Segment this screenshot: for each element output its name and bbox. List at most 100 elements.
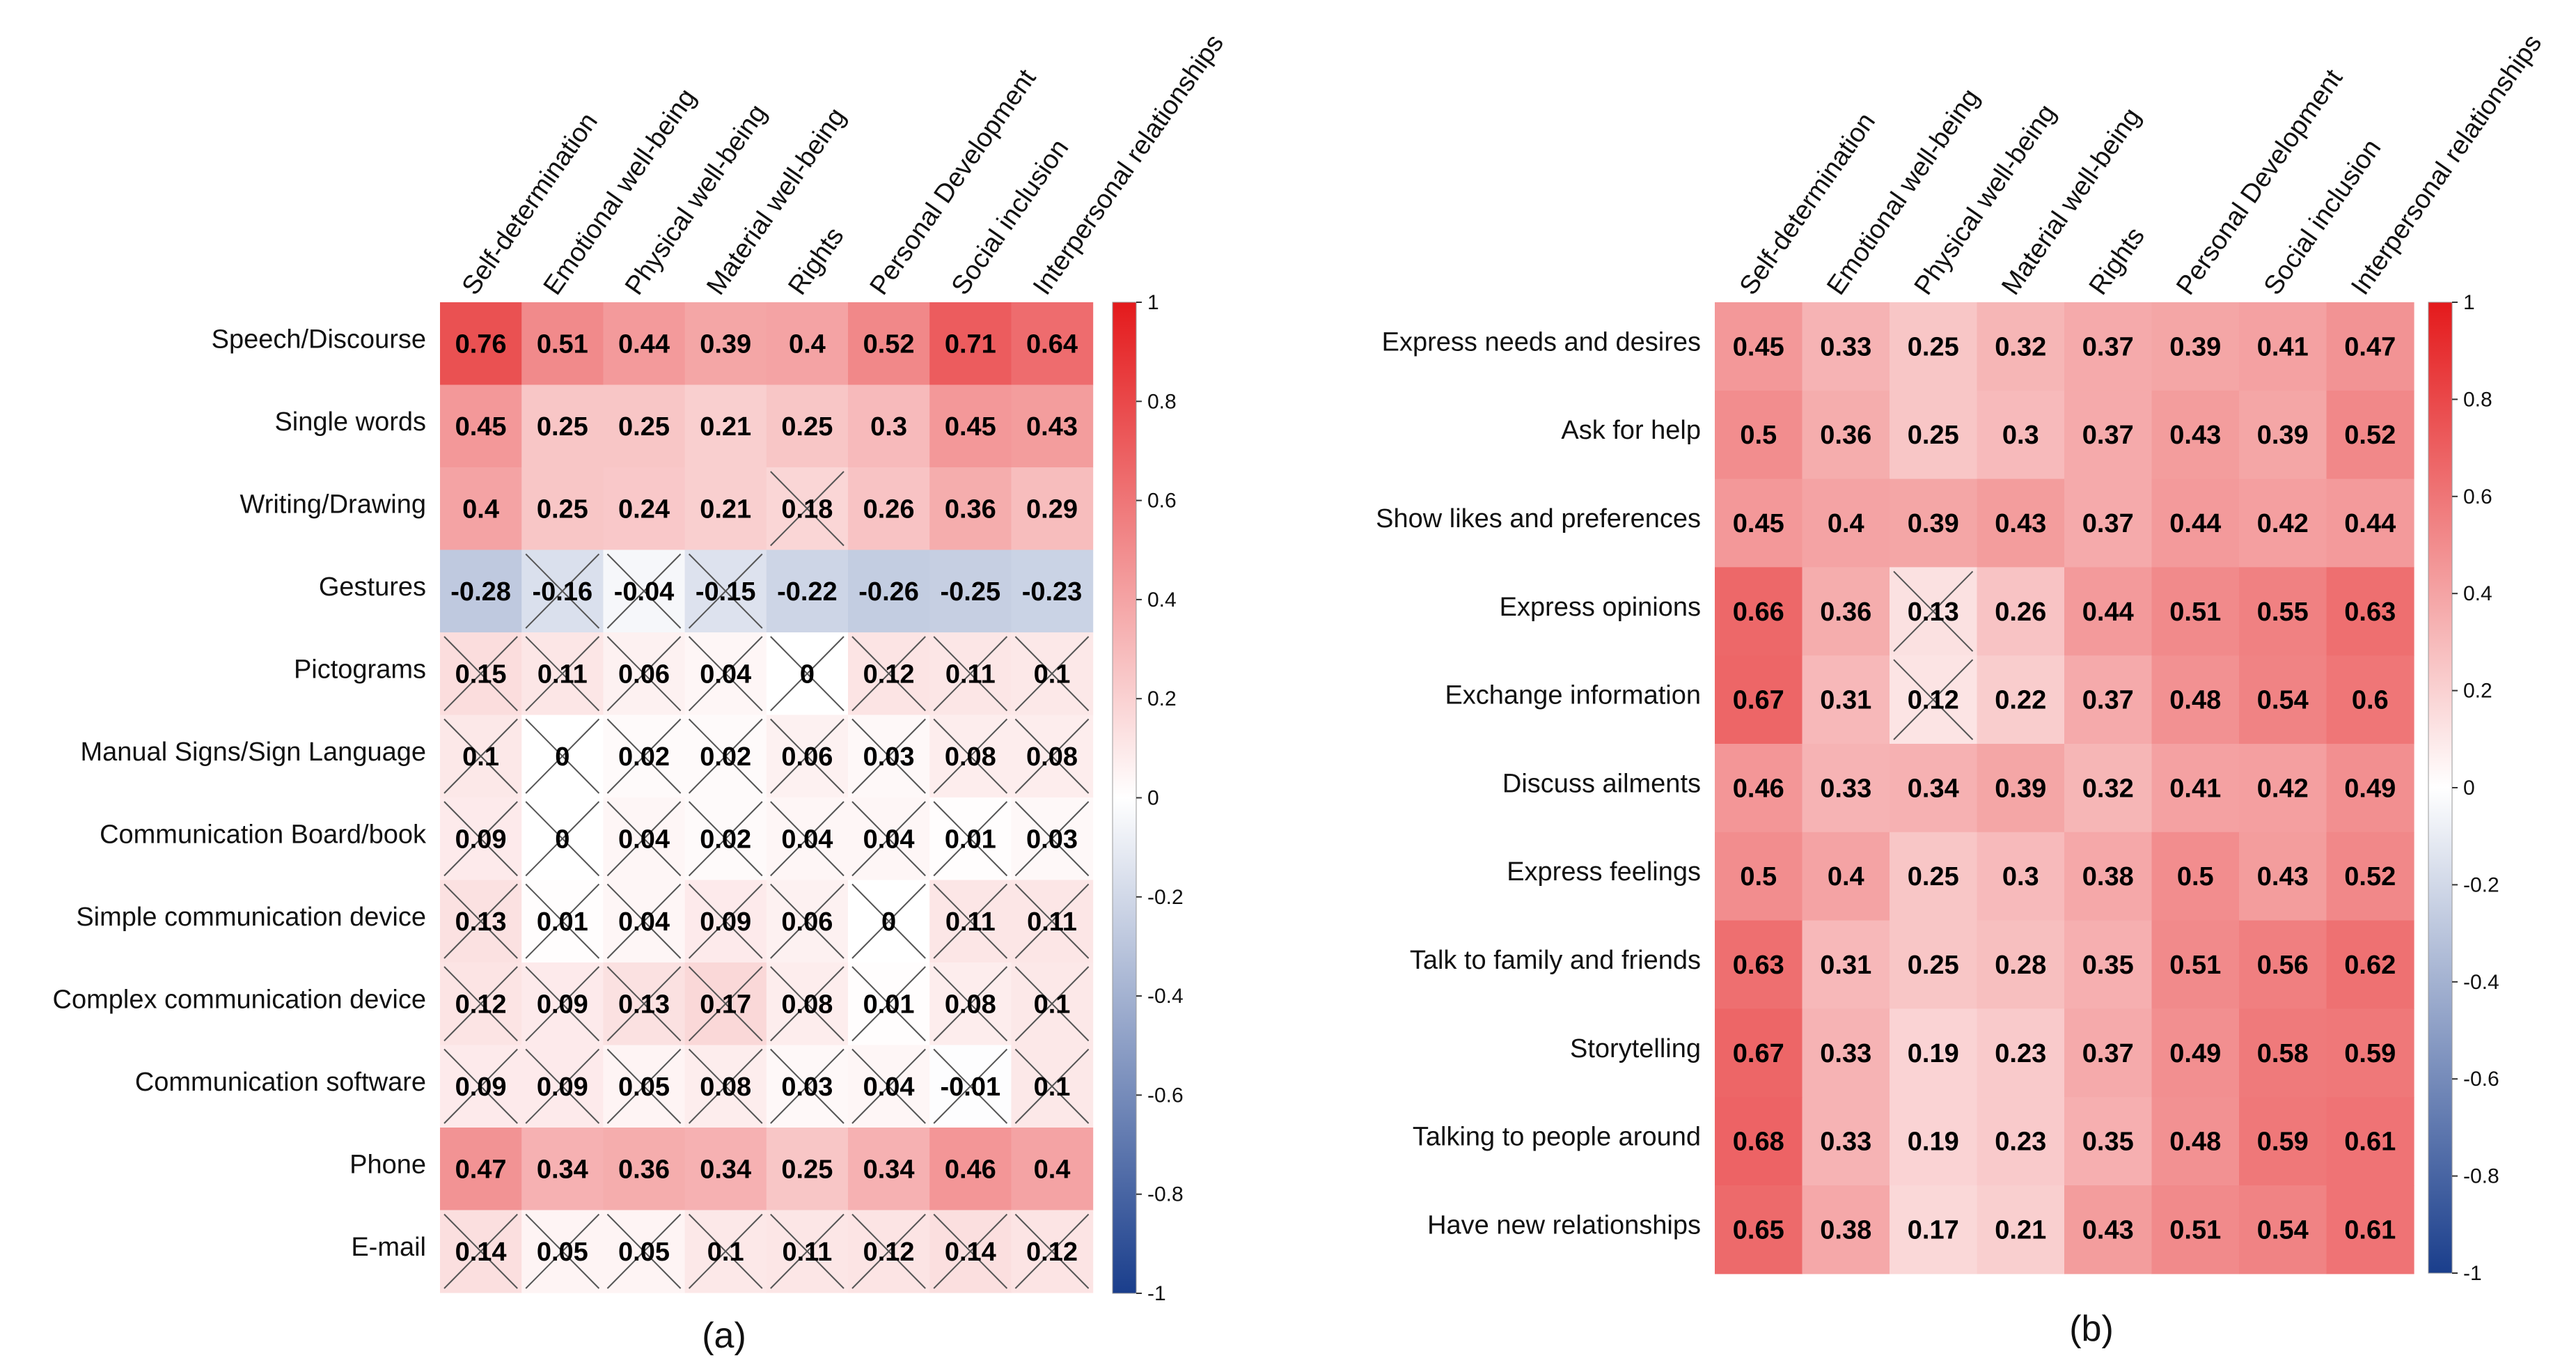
cell-value: 0.21 [1995,1215,2046,1245]
heatmap-cell [1802,1185,1890,1274]
cell-value: 0.28 [1995,951,2046,980]
cell-value: 0.15 [455,660,507,689]
heatmap-cell [1977,832,2065,921]
heatmap-cell [603,1128,686,1211]
cell-value: 0.1 [1034,1073,1071,1102]
row-label: Have new relationships [1427,1210,1701,1240]
heatmap-cell [2239,832,2327,921]
cell-value: 0.08 [945,990,996,1019]
heatmap-cell [929,302,1012,386]
cell-value: 0.45 [1733,332,1784,361]
cell-value: 0.19 [1908,1039,1959,1068]
cell-value: 0.25 [1908,862,1959,891]
heatmap-cell [2064,1185,2153,1274]
cross-mark [1893,659,1974,740]
colorbar-tick-label: 0.8 [2463,388,2492,411]
cell-value: 0.44 [2344,509,2396,538]
cell-value: 0.1 [707,1238,744,1267]
column-label: Rights [783,222,849,300]
colorbar-tick-label: -0.8 [2463,1165,2499,1188]
cross-mark [1014,801,1090,877]
cell-value: 0.63 [1733,951,1784,980]
cell-value: 0.11 [945,907,996,937]
row-label: Communication software [135,1068,426,1097]
cell-value: 0.21 [700,494,751,524]
cell-value: 0.59 [2344,1039,2396,1068]
cell-value: -0.26 [858,577,919,607]
cross-mark [525,553,600,629]
cell-value: 0.25 [781,412,833,442]
panel-label: (a) [702,1316,746,1356]
colorbar-tick-label: 1 [2463,291,2475,314]
cell-value: 0.63 [2344,598,2396,627]
cell-value: 0.1 [1034,990,1071,1019]
heatmap-cell [1890,1008,1978,1098]
cell-value: 0.47 [2344,332,2396,361]
cell-value: 0.55 [2257,598,2309,627]
heatmap-cell [2151,1185,2240,1274]
cell-value: 0.45 [455,412,507,442]
cell-value: 0.12 [1908,686,1959,715]
cross-mark [1014,883,1090,959]
heatmap-cell [1977,390,2065,480]
cell-value: -0.22 [777,577,838,607]
heatmap-cell [1977,1008,2065,1098]
heatmap-cell [1890,478,1978,568]
cell-value: 0.05 [618,1238,670,1267]
cell-value: 0.56 [2257,951,2309,980]
cross-mark [851,966,926,1042]
cell-value: 0.39 [700,329,751,359]
cell-value: 0.3 [870,412,907,442]
cell-value: 0.12 [455,990,507,1019]
cell-value: 0 [555,742,570,772]
column-label: Personal Development [2171,64,2348,300]
heatmap-cell [2326,1097,2414,1186]
cell-value: 0.36 [618,1155,670,1184]
cross-mark [606,801,682,877]
cell-value: 0.04 [781,825,833,854]
cross-mark [770,801,845,877]
heatmap-cell [2326,302,2414,391]
row-label: Exchange information [1445,681,1701,710]
cell-value: 0.52 [863,329,915,359]
colorbar-tick-label: 0 [2463,777,2475,800]
cross-mark [933,1048,1008,1124]
cell-value: 0.5 [1740,862,1777,891]
cell-value: 0.05 [537,1238,588,1267]
cell-value: 0.43 [2169,421,2221,450]
colorbar-tick-label: -0.2 [2463,873,2499,896]
cell-value: 0.43 [1026,412,1078,442]
cell-value: 0.21 [700,412,751,442]
heatmap-cell [2326,1008,2414,1098]
cell-value: 0.23 [1995,1039,2046,1068]
cell-value: 0.36 [945,494,996,524]
cross-mark [770,1048,845,1124]
cell-value: -0.28 [450,577,511,607]
heatmap-cell [1977,920,2065,1009]
cell-value: 0.22 [1995,686,2046,715]
cell-value: 0.42 [2257,774,2309,803]
cell-value: 0.08 [945,742,996,772]
cross-mark [1014,718,1090,794]
row-label: Talk to family and friends [1410,946,1701,975]
cell-value: 0.11 [537,660,588,689]
cell-value: 0.52 [2344,862,2396,891]
cross-mark [688,636,763,712]
heatmap-cell [2151,390,2240,480]
cell-value: 0.42 [2257,509,2309,538]
cell-value: 0.01 [945,825,996,854]
cell-value: 0.02 [700,825,751,854]
row-label: Gestures [319,572,426,602]
heatmap-cell [1802,832,1890,921]
heatmap-cell [1890,744,1978,833]
cell-value: 0.26 [863,494,915,524]
heatmap-cell [440,384,522,468]
cross-mark [933,718,1008,794]
cell-value: 0.09 [537,990,588,1019]
column-label: Rights [2084,222,2151,300]
heatmap-cell [440,549,522,633]
cell-value: 0.32 [2082,774,2134,803]
cell-value: 0.26 [1995,598,2046,627]
cross-mark [1014,636,1090,712]
colorbar-tick-label: 1 [1147,291,1159,314]
